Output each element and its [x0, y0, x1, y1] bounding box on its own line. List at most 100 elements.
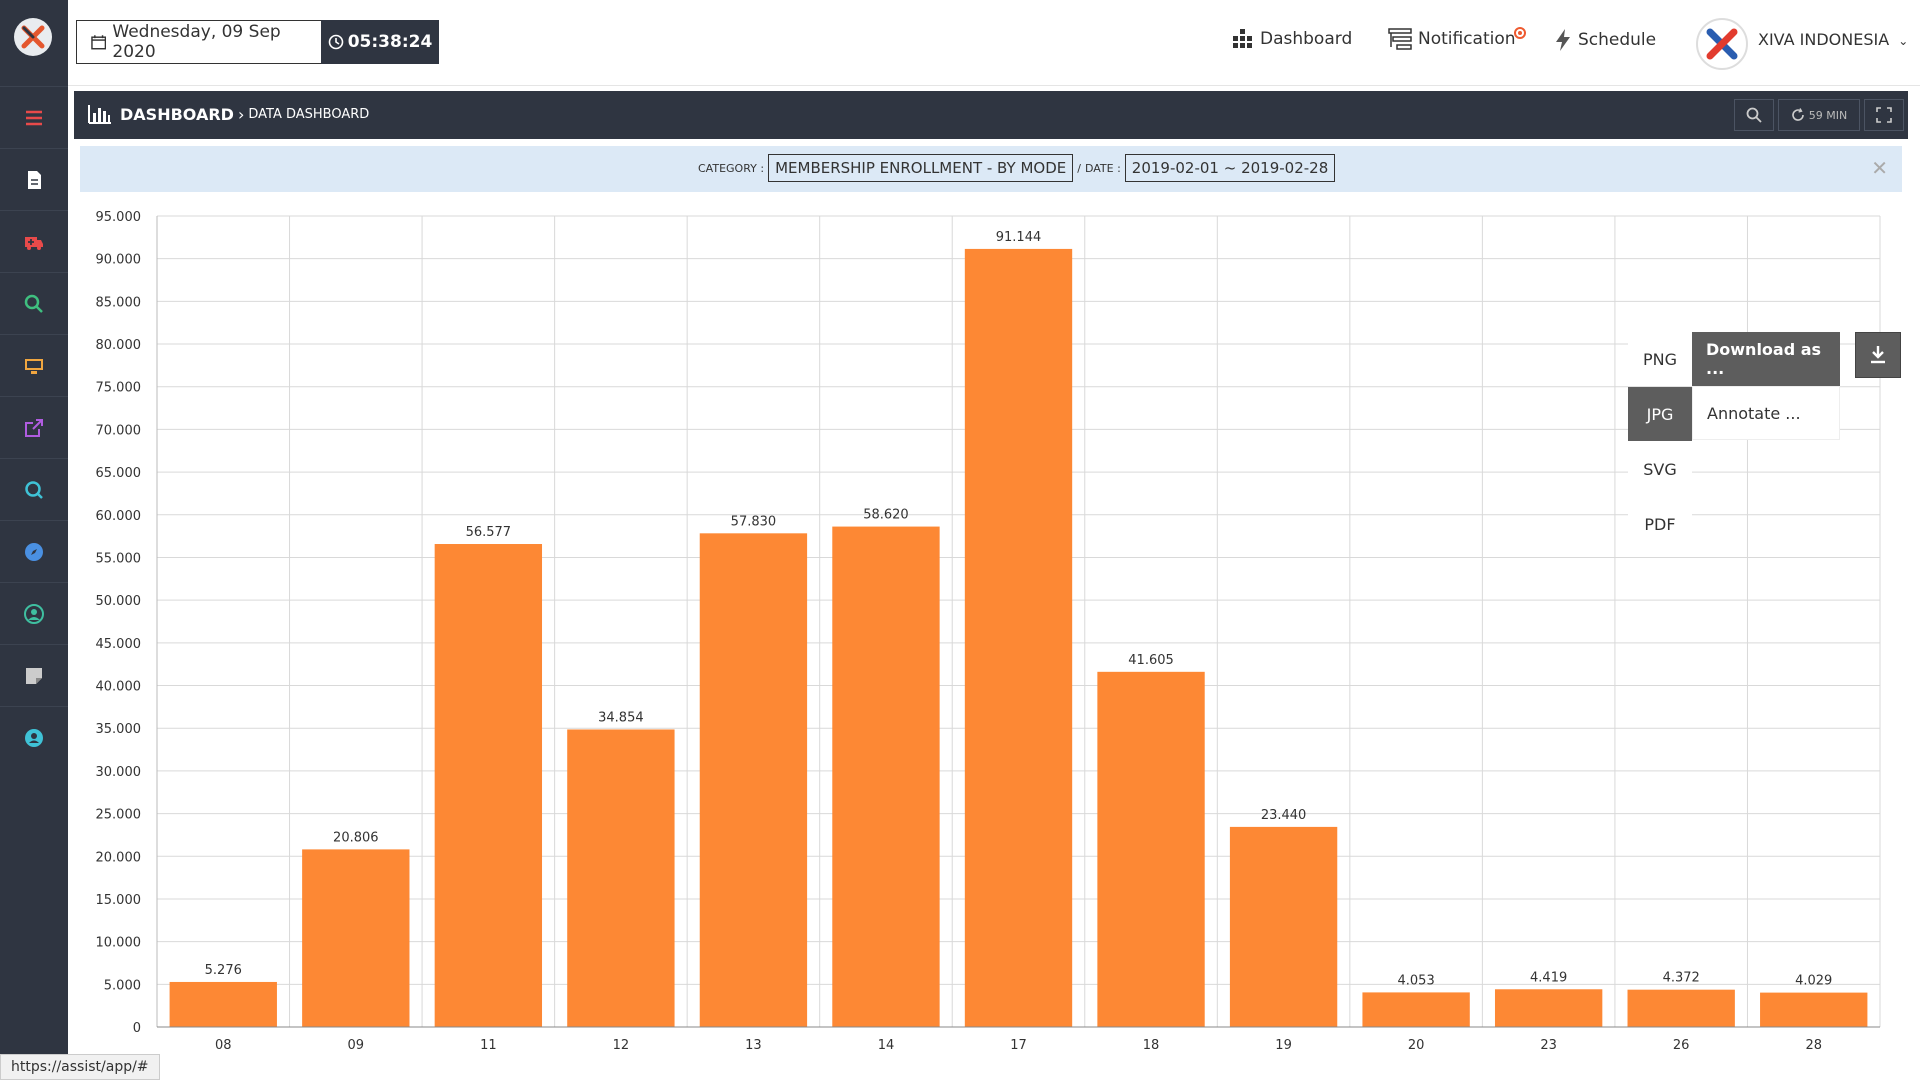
ambulance-icon — [25, 236, 43, 250]
y-tick-label: 80.000 — [96, 338, 142, 353]
bar-11[interactable] — [434, 544, 543, 1027]
y-tick-label: 65.000 — [96, 466, 142, 481]
bar-value-label: 5.276 — [205, 963, 242, 978]
x-tick-label: 12 — [613, 1038, 630, 1053]
bar-23[interactable] — [1494, 989, 1603, 1027]
y-tick-label: 5.000 — [104, 978, 141, 993]
format-option-png[interactable]: PNG — [1628, 332, 1692, 386]
search-icon — [1746, 107, 1762, 123]
monitor-icon — [25, 358, 43, 374]
filter-separator: / — [1077, 161, 1081, 175]
sidebar-item-4[interactable] — [0, 334, 68, 396]
bar-value-label: 4.029 — [1795, 974, 1832, 989]
close-icon[interactable]: ✕ — [1871, 156, 1888, 180]
sidebar-item-5[interactable] — [0, 396, 68, 458]
fullscreen-icon — [1876, 107, 1892, 123]
bar-13[interactable] — [699, 533, 808, 1027]
bar-17[interactable] — [964, 248, 1073, 1027]
x-tick-label: 18 — [1143, 1038, 1160, 1053]
bar-20[interactable] — [1362, 992, 1470, 1027]
bar-14[interactable] — [832, 526, 940, 1027]
date-filter-value[interactable]: 2019-02-01 ~ 2019-02-28 — [1124, 154, 1336, 182]
sidebar-item-10[interactable] — [0, 706, 68, 768]
y-tick-label: 45.000 — [96, 637, 142, 652]
bar-value-label: 4.053 — [1398, 973, 1435, 988]
dashboard-grid-icon — [1233, 29, 1252, 48]
x-tick-label: 14 — [878, 1038, 895, 1053]
format-option-pdf[interactable]: PDF — [1628, 497, 1692, 551]
breadcrumb-separator-icon: › — [237, 104, 245, 124]
sidebar-item-8[interactable] — [0, 582, 68, 644]
download-button[interactable] — [1855, 332, 1901, 378]
bar-08[interactable] — [169, 981, 277, 1027]
bolt-icon — [1556, 29, 1570, 51]
page-subtitle: DATA DASHBOARD — [248, 106, 370, 122]
nav-notification-label: Notification — [1418, 29, 1516, 49]
sidebar-item-0[interactable] — [0, 86, 68, 148]
nav-schedule[interactable]: Schedule — [1554, 28, 1656, 52]
clock-icon — [328, 34, 344, 50]
y-tick-label: 85.000 — [96, 295, 142, 310]
category-filter-value[interactable]: MEMBERSHIP ENROLLMENT - BY MODE — [768, 154, 1074, 182]
bar-09[interactable] — [302, 849, 410, 1027]
x-tick-label: 17 — [1010, 1038, 1027, 1053]
xiva-logo-icon — [1706, 28, 1738, 60]
y-tick-label: 50.000 — [96, 594, 142, 609]
fullscreen-button[interactable] — [1864, 99, 1904, 131]
format-option-svg[interactable]: SVG — [1628, 442, 1692, 496]
page-title: DASHBOARD — [120, 104, 234, 124]
search-icon — [24, 294, 43, 313]
sidebar-item-6[interactable] — [0, 458, 68, 520]
x-tick-label: 26 — [1673, 1038, 1690, 1053]
bar-19[interactable] — [1229, 826, 1338, 1027]
app-logo[interactable] — [14, 18, 52, 56]
date-label: DATE : — [1084, 161, 1121, 175]
y-tick-label: 15.000 — [96, 893, 142, 908]
nav-schedule-label: Schedule — [1578, 30, 1657, 50]
download-as-button[interactable]: Download as ... — [1692, 332, 1840, 386]
notification-icon — [1388, 28, 1412, 50]
sidebar-item-2[interactable] — [0, 210, 68, 272]
bar-26[interactable] — [1627, 989, 1735, 1027]
annotate-button[interactable]: Annotate ... — [1692, 386, 1840, 440]
company-logo[interactable] — [1696, 18, 1748, 70]
x-tick-label: 13 — [745, 1038, 762, 1053]
y-tick-label: 10.000 — [96, 936, 142, 951]
nav-notification[interactable]: Notification — [1388, 28, 1516, 50]
top-bar: Wednesday, 09 Sep 2020 05:38:24 Dashboar… — [68, 0, 1920, 86]
date-text: Wednesday, 09 Sep 2020 — [112, 22, 281, 62]
y-tick-label: 20.000 — [96, 850, 142, 865]
x-logo-icon — [21, 25, 45, 49]
sidebar-item-7[interactable] — [0, 520, 68, 582]
chevron-down-icon: ⌄ — [1898, 34, 1909, 48]
calendar-icon — [91, 35, 107, 50]
sidebar-item-1[interactable] — [0, 148, 68, 210]
document-icon — [28, 170, 41, 189]
format-option-jpg[interactable]: JPG — [1628, 387, 1692, 441]
panel-search-button[interactable] — [1734, 99, 1774, 131]
chart-area: 0 5.000 10.000 15.000 20.000 25.000 30.000 35.0… — [80, 200, 1902, 1070]
bar-chart: 0 5.000 10.000 15.000 20.000 25.000 30.000 35.0… — [96, 210, 1881, 1053]
bar-value-label: 23.440 — [1261, 808, 1307, 823]
date-display: Wednesday, 09 Sep 2020 — [76, 20, 321, 64]
note-icon — [26, 667, 42, 684]
refresh-interval-button[interactable]: 59 MIN — [1778, 99, 1860, 131]
user-settings-icon — [25, 728, 43, 747]
company-menu[interactable]: XIVA INDONESIA ⌄ — [1758, 30, 1908, 49]
bar-18[interactable] — [1097, 671, 1205, 1027]
sidebar-item-3[interactable] — [0, 272, 68, 334]
bar-12[interactable] — [567, 729, 675, 1027]
menu-icon — [26, 110, 42, 125]
y-tick-label: 55.000 — [96, 551, 142, 566]
breadcrumb: DASHBOARD › DATA DASHBOARD — [88, 104, 369, 124]
bar-value-label: 91.144 — [996, 230, 1042, 245]
y-tick-label: 95.000 — [96, 210, 142, 225]
x-tick-label: 28 — [1805, 1038, 1822, 1053]
sidebar — [0, 0, 68, 1080]
sidebar-item-9[interactable] — [0, 644, 68, 706]
y-tick-label: 25.000 — [96, 808, 142, 823]
y-tick-label: 75.000 — [96, 381, 142, 396]
bar-28[interactable] — [1760, 992, 1868, 1027]
nav-dashboard[interactable]: Dashboard — [1232, 28, 1352, 50]
y-tick-label: 60.000 — [96, 509, 142, 524]
